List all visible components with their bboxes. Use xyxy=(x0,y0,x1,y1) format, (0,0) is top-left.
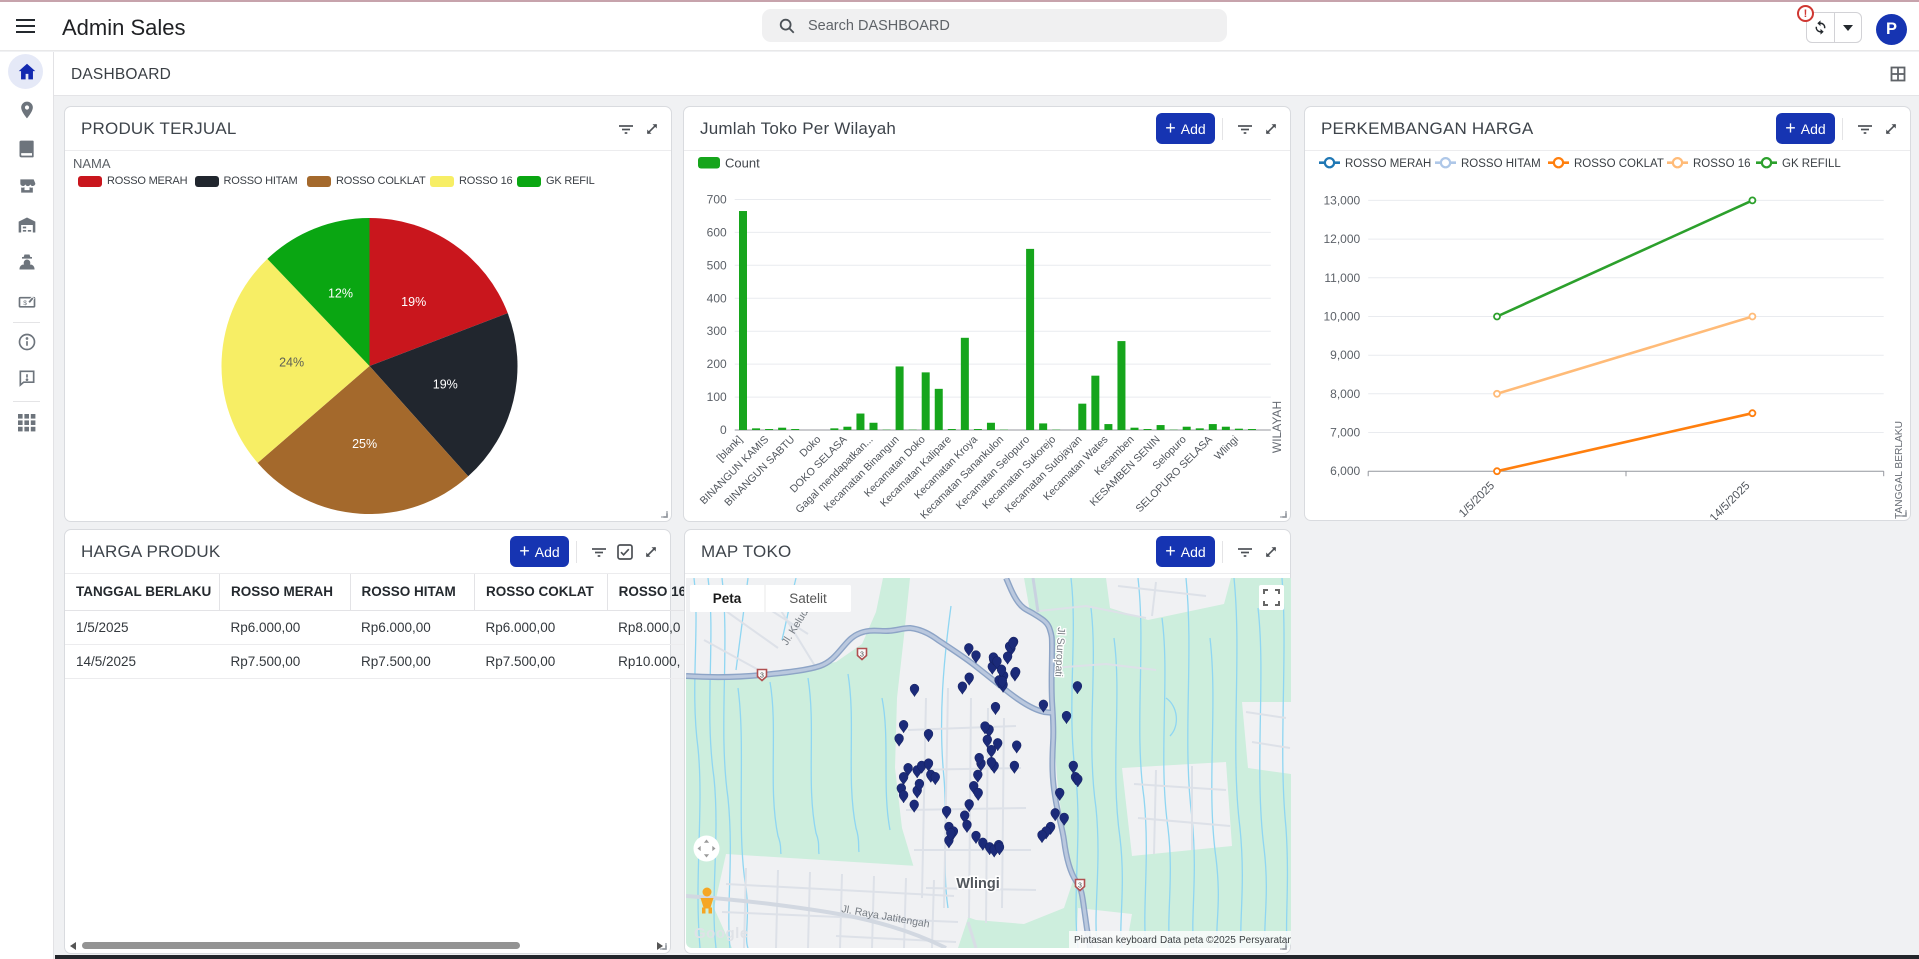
svg-text:14/5/2025: 14/5/2025 xyxy=(1708,480,1753,520)
svg-text:1/5/2025: 1/5/2025 xyxy=(1457,480,1497,520)
svg-text:12,000: 12,000 xyxy=(1323,232,1360,246)
svg-text:Persyaratan: Persyaratan xyxy=(1239,935,1291,946)
svg-text:Satelit: Satelit xyxy=(789,591,827,606)
svg-text:GK REFILL: GK REFILL xyxy=(1782,158,1841,170)
svg-text:Wlingi: Wlingi xyxy=(956,876,1000,892)
svg-text:ROSSO 16: ROSSO 16 xyxy=(1693,158,1751,170)
svg-text:600: 600 xyxy=(707,225,727,239)
svg-text:Data peta ©2025: Data peta ©2025 xyxy=(1160,935,1236,946)
svg-text:19%: 19% xyxy=(401,295,426,309)
svg-text:Count: Count xyxy=(725,156,760,171)
svg-text:3: 3 xyxy=(1078,883,1082,890)
svg-text:Google: Google xyxy=(694,925,749,942)
svg-text:9,000: 9,000 xyxy=(1330,348,1360,362)
svg-text:3: 3 xyxy=(860,652,864,659)
svg-text:0: 0 xyxy=(720,423,727,437)
svg-text:300: 300 xyxy=(707,324,727,338)
svg-text:11,000: 11,000 xyxy=(1324,271,1360,285)
svg-text:ROSSO MERAH: ROSSO MERAH xyxy=(1345,158,1431,170)
svg-text:19%: 19% xyxy=(433,377,458,391)
svg-text:6,000: 6,000 xyxy=(1330,464,1360,478)
svg-text:400: 400 xyxy=(707,291,727,305)
svg-text:Pintasan keyboard: Pintasan keyboard xyxy=(1074,935,1157,946)
svg-text:WILAYAH: WILAYAH xyxy=(1270,401,1284,453)
svg-text:ROSSO HITAM: ROSSO HITAM xyxy=(1461,158,1541,170)
svg-text:10,000: 10,000 xyxy=(1323,310,1360,324)
svg-text:500: 500 xyxy=(707,258,727,272)
svg-text:Jl Suropati: Jl Suropati xyxy=(1052,627,1067,677)
svg-text:$: $ xyxy=(23,299,27,306)
svg-text:ROSSO COKLAT: ROSSO COKLAT xyxy=(1574,158,1664,170)
svg-text:200: 200 xyxy=(707,357,727,371)
svg-text:24%: 24% xyxy=(279,355,304,369)
svg-text:Wlingi: Wlingi xyxy=(1212,434,1241,463)
svg-text:700: 700 xyxy=(707,193,727,207)
svg-text:100: 100 xyxy=(707,390,727,404)
svg-text:13,000: 13,000 xyxy=(1323,193,1360,207)
svg-text:12%: 12% xyxy=(328,287,353,301)
svg-text:7,000: 7,000 xyxy=(1330,426,1360,440)
svg-text:3: 3 xyxy=(760,673,764,680)
svg-text:25%: 25% xyxy=(352,437,377,451)
svg-text:Peta: Peta xyxy=(713,591,742,606)
svg-text:8,000: 8,000 xyxy=(1330,387,1360,401)
svg-text:TANGGAL BERLAKU: TANGGAL BERLAKU xyxy=(1894,421,1905,519)
